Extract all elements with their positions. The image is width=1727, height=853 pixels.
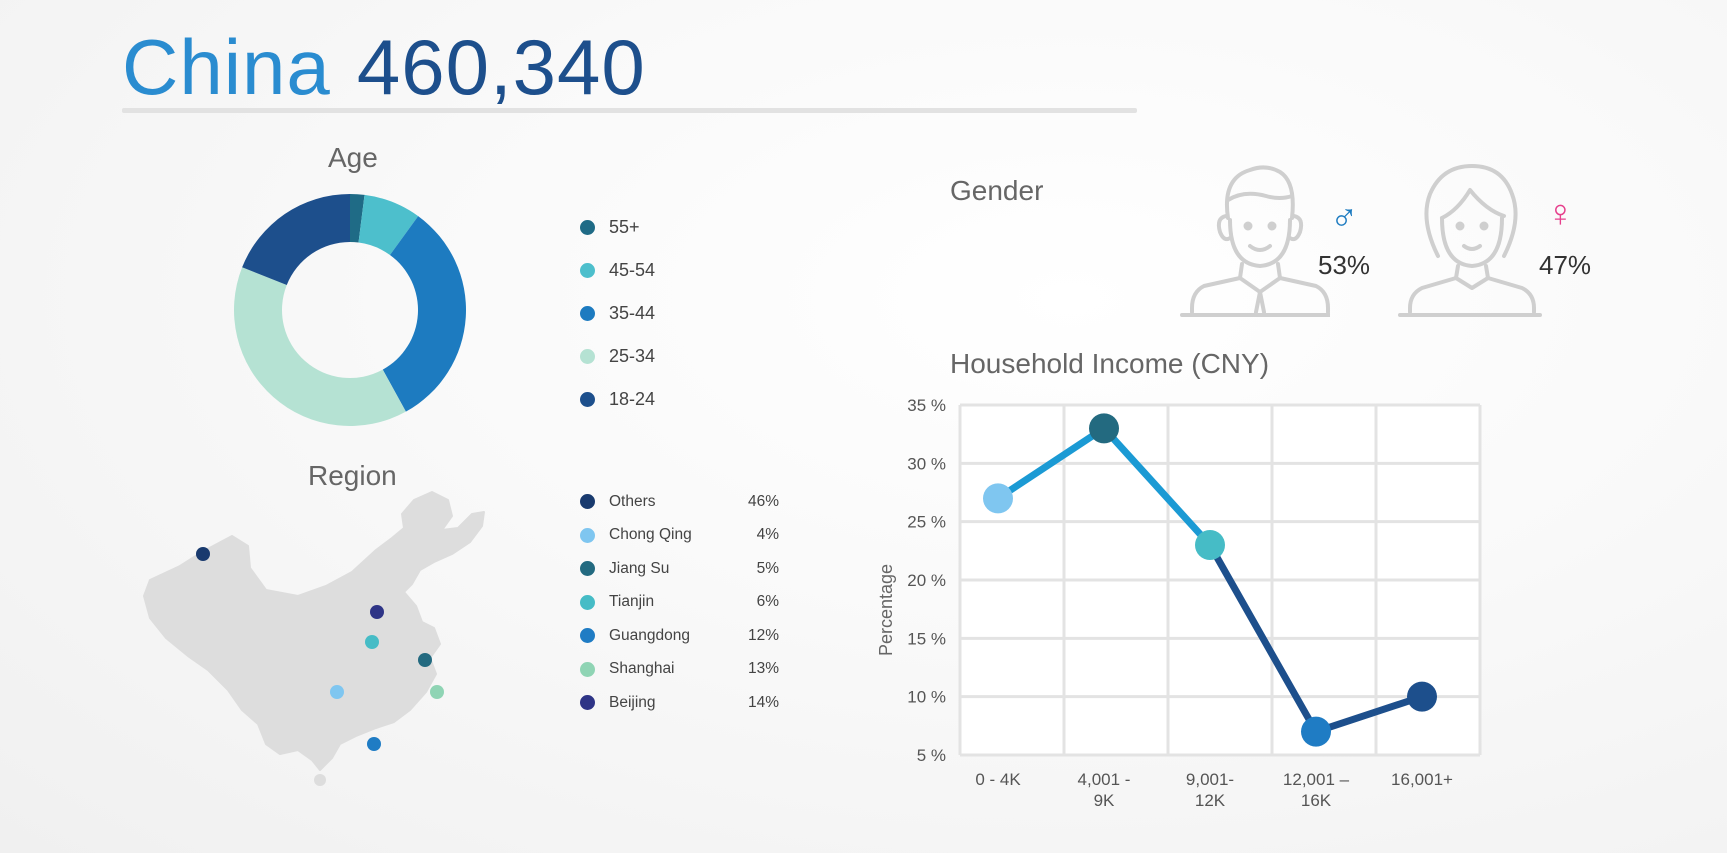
region-name: Guangdong xyxy=(609,626,691,644)
legend-dot xyxy=(580,661,595,677)
map-marker-tianjin xyxy=(365,635,379,649)
age-legend-item: 55+ xyxy=(580,206,655,249)
y-tick-label: 25 % xyxy=(907,513,946,532)
age-legend-label: 35-44 xyxy=(609,303,656,323)
age-donut xyxy=(234,194,466,426)
female-icon: ♀ xyxy=(1546,193,1575,235)
legend-dot xyxy=(580,561,595,577)
legend-dot xyxy=(580,695,595,711)
data-point xyxy=(1407,681,1437,712)
region-percentage: 12% xyxy=(747,626,779,644)
region-name: Jiang Su xyxy=(609,559,670,577)
region-legend: Others 46% Chong Qing 4% Jiang Su 5% Tianjin 6%… xyxy=(580,485,779,720)
region-percentage: 6% xyxy=(756,593,779,611)
title-divider xyxy=(122,108,1137,113)
region-name: Beijing xyxy=(609,693,656,711)
male-person-icon xyxy=(1180,165,1330,317)
donut-slice-25-34 xyxy=(234,267,406,426)
male-icon: ♂ xyxy=(1330,196,1359,238)
age-legend-label: 45-54 xyxy=(609,260,656,280)
map-marker-others xyxy=(196,547,210,561)
region-legend-item: Others 46% xyxy=(580,485,779,519)
female-person-icon xyxy=(1398,164,1542,317)
map-marker-guangdong xyxy=(367,737,381,751)
legend-dot xyxy=(580,527,595,543)
region-legend-item: Guangdong 12% xyxy=(580,619,779,653)
female-percentage: 47% xyxy=(1539,250,1592,280)
region-percentage: 4% xyxy=(756,526,779,544)
x-tick-label: 0 - 4K xyxy=(975,770,1021,789)
region-legend-item: Tianjin 6% xyxy=(580,586,779,620)
x-tick-label: 9,001-12K xyxy=(1186,770,1234,810)
age-legend-item: 25-34 xyxy=(580,335,655,378)
legend-dot xyxy=(580,349,595,364)
y-tick-label: 35 % xyxy=(907,396,946,415)
china-map-shape xyxy=(143,491,485,771)
map-marker-shanghai xyxy=(430,685,444,699)
data-point xyxy=(983,483,1013,514)
region-name: Chong Qing xyxy=(609,526,692,544)
legend-dot xyxy=(580,628,595,644)
region-name: Tianjin xyxy=(609,593,655,611)
region-name: Shanghai xyxy=(609,660,675,678)
region-percentage: 14% xyxy=(747,693,779,711)
data-point xyxy=(1301,716,1331,747)
series-line-segment xyxy=(1206,541,1320,736)
chart-grid xyxy=(958,403,1482,757)
age-legend-item: 45-54 xyxy=(580,249,655,292)
region-title: Region xyxy=(308,460,397,491)
income-line-chart: 5 % 10 % 15 % 20 % 25 % 30 % 35 % Percentage 0 -… xyxy=(876,396,1482,810)
page-title: China 460,340 xyxy=(122,22,646,113)
region-percentage: 13% xyxy=(747,660,779,678)
age-legend-item: 35-44 xyxy=(580,292,655,335)
map-marker-jiang-su xyxy=(418,653,432,667)
x-tick-label: 4,001 -9K xyxy=(1078,770,1131,810)
region-percentage: 46% xyxy=(747,492,779,510)
series-line-segment xyxy=(994,424,1108,502)
region-legend-item: Shanghai 13% xyxy=(580,653,779,687)
chart-title: Household Income (CNY) xyxy=(950,348,1270,379)
data-point xyxy=(1089,413,1119,444)
map-marker-beijing xyxy=(370,605,384,619)
y-tick-label: 5 % xyxy=(917,746,946,765)
male-percentage: 53% xyxy=(1318,250,1371,280)
y-axis-label: Percentage xyxy=(876,564,896,656)
legend-dot xyxy=(580,220,595,235)
donut-slice-45-54 xyxy=(358,194,419,255)
donut-slice-35-44 xyxy=(382,216,466,412)
region-legend-item: Chong Qing 4% xyxy=(580,519,779,553)
legend-dot xyxy=(580,306,595,321)
legend-dot xyxy=(580,594,595,610)
y-tick-label: 30 % xyxy=(907,454,946,473)
region-percentage: 5% xyxy=(756,559,779,577)
age-legend-label: 55+ xyxy=(609,217,640,237)
legend-dot xyxy=(580,263,595,278)
series-line-segment xyxy=(1312,693,1426,736)
region-legend-item: Beijing 14% xyxy=(580,686,779,720)
region-legend-item: Jiang Su 5% xyxy=(580,552,779,586)
x-tick-label: 16,001+ xyxy=(1391,770,1453,789)
gender-title: Gender xyxy=(950,175,1044,206)
age-legend-label: 18-24 xyxy=(609,389,656,409)
country-name: China xyxy=(122,23,331,111)
total-count: 460,340 xyxy=(356,23,646,111)
series-line-segment xyxy=(1100,424,1214,549)
data-point xyxy=(1195,530,1225,560)
legend-dot xyxy=(580,392,595,407)
donut-slice-18-24 xyxy=(242,194,350,285)
donut-slice-55+ xyxy=(350,194,365,243)
age-legend-label: 25-34 xyxy=(609,346,656,366)
x-tick-label: 12,001 –16K xyxy=(1283,770,1350,810)
age-legend-item: 18-24 xyxy=(580,378,655,421)
y-tick-label: 10 % xyxy=(907,688,946,707)
legend-dot xyxy=(580,494,595,510)
y-tick-label: 20 % xyxy=(907,571,946,590)
y-tick-label: 15 % xyxy=(907,629,946,648)
map-marker-chong-qing xyxy=(330,685,344,699)
age-legend: 55+ 45-54 35-44 25-34 18-24 xyxy=(580,206,655,421)
china-map xyxy=(143,491,485,786)
region-name: Others xyxy=(609,492,656,510)
age-title: Age xyxy=(328,142,378,173)
